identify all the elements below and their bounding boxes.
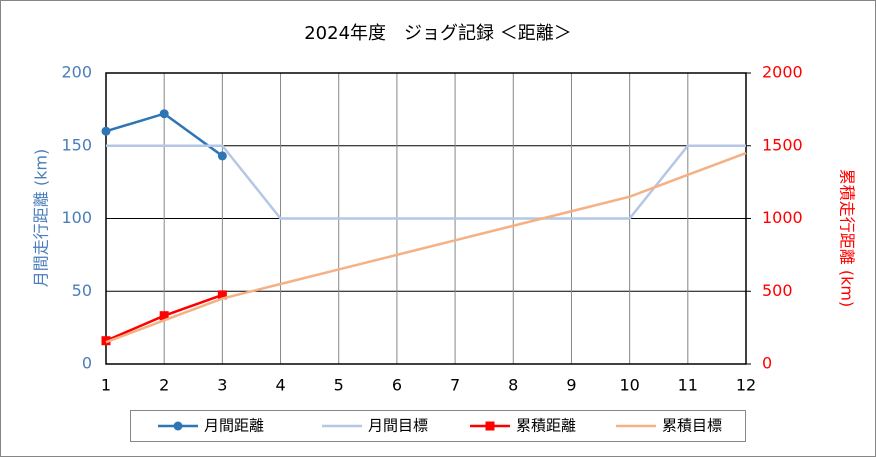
x-tick-label: 5 <box>334 376 344 395</box>
legend-marker <box>173 421 183 431</box>
series-line <box>105 151 747 344</box>
y-tick-label: 50 <box>72 281 92 300</box>
x-tick-label: 10 <box>619 376 639 395</box>
y2-tick-label: 0 <box>762 354 772 373</box>
legend-label: 月間目標 <box>368 417 428 435</box>
series-line <box>106 144 746 220</box>
data-point <box>217 290 227 300</box>
x-tick-label: 11 <box>678 376 698 395</box>
x-tick-label: 9 <box>566 376 576 395</box>
x-tick-label: 7 <box>450 376 460 395</box>
y-tick-label: 150 <box>61 135 92 154</box>
plot-border <box>105 72 747 365</box>
legend-label: 累積距離 <box>516 417 576 435</box>
legend-label: 累積目標 <box>662 417 722 435</box>
y-tick-label: 200 <box>61 63 92 82</box>
x-tick-label: 2 <box>159 376 169 395</box>
y2-tick-label: 2000 <box>762 63 803 82</box>
data-point <box>159 109 169 119</box>
x-tick-label: 8 <box>508 376 518 395</box>
y2-axis-title: 累積走行距離 (km) <box>838 169 857 307</box>
data-point <box>217 151 227 161</box>
x-tick-label: 12 <box>736 376 756 395</box>
y-tick-label: 0 <box>82 354 92 373</box>
legend-marker <box>485 421 495 431</box>
x-tick-label: 1 <box>101 376 111 395</box>
x-tick-label: 3 <box>217 376 227 395</box>
y2-tick-label: 1500 <box>762 135 803 154</box>
y-tick-label: 100 <box>61 208 92 227</box>
y2-tick-label: 1000 <box>762 208 803 227</box>
x-tick-label: 6 <box>392 376 402 395</box>
data-point <box>159 311 169 321</box>
y2-tick-label: 500 <box>762 281 793 300</box>
legend-label: 月間距離 <box>204 417 264 435</box>
data-point <box>101 336 111 346</box>
x-tick-label: 4 <box>275 376 285 395</box>
y-axis-title: 月間走行距離 (km) <box>32 149 51 287</box>
chart-title: 2024年度 ジョグ記録 ＜距離＞ <box>304 23 572 44</box>
data-point <box>101 126 111 136</box>
